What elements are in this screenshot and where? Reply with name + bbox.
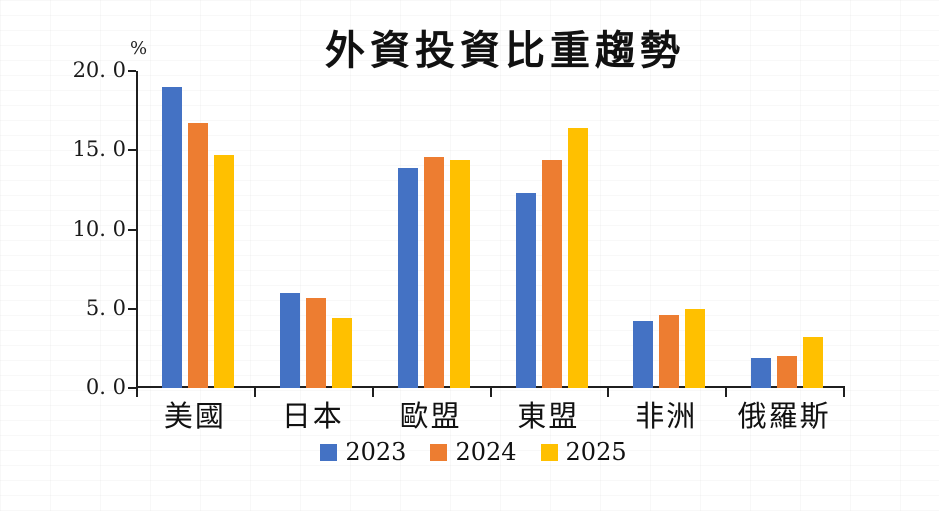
- legend-label-2025: 2025: [565, 438, 627, 466]
- bar-2024-歐盟: [423, 156, 444, 388]
- x-axis-tick: [725, 388, 728, 397]
- y-axis-tick: [128, 307, 136, 310]
- bar-2023-美國: [162, 86, 182, 388]
- category-label: 日本: [281, 399, 344, 433]
- y-axis-tick: [128, 228, 136, 231]
- category-label: 美國: [163, 399, 226, 433]
- y-axis-tick: [128, 387, 136, 389]
- y-axis-tick-label: 15. 0: [72, 137, 126, 162]
- category-label: 俄羅斯: [737, 399, 831, 433]
- bar-2023-俄羅斯: [751, 357, 772, 388]
- bar-2023-日本: [279, 292, 300, 388]
- y-axis-tick: [128, 149, 136, 152]
- bar-2023-東盟: [515, 193, 536, 388]
- bar-2024-日本: [305, 297, 326, 388]
- bar-2025-日本: [331, 318, 352, 388]
- category-label: 歐盟: [399, 399, 462, 433]
- legend-swatch-2025: [540, 443, 558, 461]
- x-axis-tick: [607, 388, 610, 397]
- y-axis-tick-label: 10. 0: [72, 216, 126, 241]
- legend-label-2023: 2023: [345, 438, 407, 466]
- chart-legend: 2023 2024 2025: [100, 440, 847, 464]
- y-axis-tick-label: 0. 0: [85, 375, 126, 399]
- bar-2025-東盟: [567, 128, 588, 388]
- x-axis-tick: [843, 388, 845, 397]
- legend-item-2025: 2025: [540, 438, 627, 466]
- bar-2025-歐盟: [449, 159, 470, 388]
- bar-2025-非洲: [685, 308, 706, 388]
- y-axis-unit-label: %: [130, 38, 148, 59]
- legend-item-2023: 2023: [320, 440, 406, 464]
- bar-2024-俄羅斯: [777, 356, 798, 388]
- y-axis-tick-label: 5. 0: [85, 295, 126, 320]
- bar-2024-東盟: [541, 159, 562, 388]
- legend-label-2024: 2024: [455, 438, 517, 466]
- y-axis-tick-label: 20. 0: [72, 58, 126, 82]
- y-axis-tick: [128, 70, 136, 72]
- legend-swatch-2024: [430, 443, 448, 461]
- bar-2024-非洲: [659, 315, 680, 388]
- category-label: 非洲: [635, 399, 698, 433]
- x-axis-tick: [253, 388, 256, 397]
- x-axis-tick: [371, 388, 374, 397]
- x-axis-tick: [489, 388, 492, 397]
- bar-2024-美國: [188, 123, 208, 388]
- bar-2023-歐盟: [397, 167, 418, 388]
- bar-2025-美國: [214, 155, 234, 388]
- legend-item-2024: 2024: [430, 438, 517, 466]
- category-label: 東盟: [517, 399, 580, 433]
- legend-swatch-2023: [320, 443, 338, 461]
- x-axis-tick: [136, 388, 138, 397]
- bar-2023-非洲: [633, 321, 654, 388]
- x-axis-line: [136, 386, 845, 388]
- y-axis-line: [136, 71, 138, 388]
- chart-title: 外資投資比重趨勢: [325, 27, 685, 74]
- bar-2025-俄羅斯: [803, 337, 824, 388]
